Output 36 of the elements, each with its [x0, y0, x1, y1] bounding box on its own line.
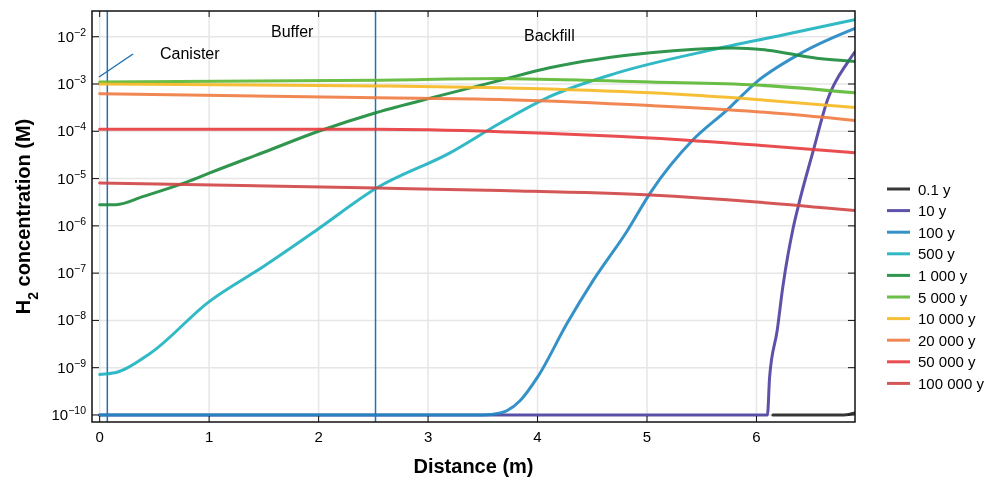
- legend-label: 5 000 y: [918, 288, 968, 306]
- legend-label: 10 y: [918, 202, 947, 220]
- annotation: Canister: [160, 45, 221, 62]
- x-tick-label: 1: [204, 428, 214, 445]
- line-series: [98, 46, 855, 207]
- x-tick-label: 3: [423, 428, 433, 445]
- y-tick-label: 10$^{−5}$: [57, 167, 87, 187]
- y-tick-label: 10$^{−10}$: [51, 403, 87, 423]
- line-series: [98, 181, 855, 213]
- y-tick-label: 10$^{−4}$: [57, 120, 87, 140]
- legend-label: 0.1 y: [918, 180, 952, 198]
- y-tick-label: 10$^{−2}$: [57, 25, 87, 45]
- line-series: [98, 82, 855, 109]
- line-series: [98, 77, 855, 95]
- x-tick-label: 4: [533, 428, 542, 445]
- x-axis-title: Distance (m): [413, 455, 534, 477]
- y-tick-label: 10$^{−7}$: [57, 262, 87, 282]
- legend-label: 1 000 y: [918, 266, 968, 284]
- legend-label: 500 y: [918, 245, 956, 263]
- legend-label: 100 y: [918, 223, 956, 241]
- x-tick-label: 5: [642, 428, 652, 445]
- x-tick-label: 6: [752, 428, 761, 445]
- legend-label: 10 000 y: [918, 310, 977, 328]
- line-series: [98, 92, 855, 122]
- legend-label: 20 000 y: [918, 331, 977, 349]
- line-series: [98, 127, 855, 155]
- annotation: Backfill: [524, 27, 575, 44]
- legend-label: 50 000 y: [918, 353, 977, 371]
- legend-label: 100 000 y: [918, 374, 985, 392]
- x-tick-label: 0: [95, 428, 104, 445]
- y-tick-label: 10$^{−6}$: [57, 214, 87, 234]
- y-tick-label: 10$^{−9}$: [57, 356, 87, 376]
- x-tick-label: 2: [314, 428, 323, 445]
- y-tick-label: 10$^{−3}$: [57, 73, 87, 92]
- annotation: Buffer: [271, 23, 315, 40]
- y-tick-label: 10$^{−8}$: [57, 309, 87, 329]
